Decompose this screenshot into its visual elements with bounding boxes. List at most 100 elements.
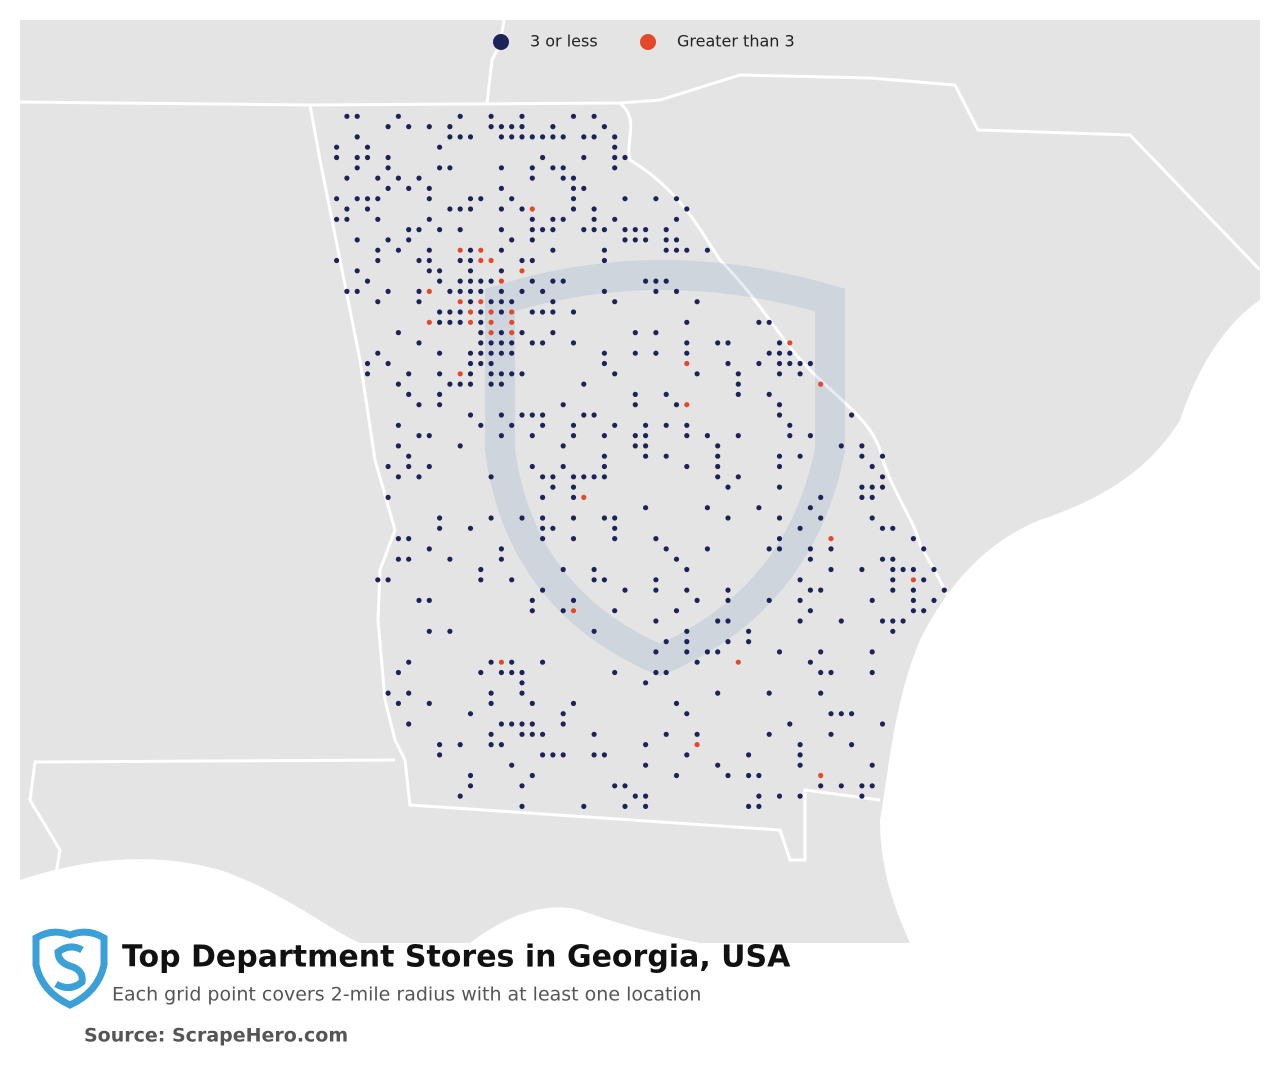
- store-point: [673, 608, 680, 614]
- store-point: [426, 268, 432, 274]
- store-point: [663, 422, 669, 428]
- store-point: [395, 536, 401, 542]
- store-point: [447, 134, 453, 140]
- store-point: [581, 185, 587, 191]
- store-point: [766, 350, 772, 356]
- store-point: [694, 742, 700, 748]
- store-point: [673, 196, 680, 202]
- store-point: [529, 772, 535, 779]
- store-point: [725, 597, 731, 604]
- store-point: [364, 371, 371, 377]
- store-point: [601, 515, 608, 521]
- store-point: [890, 628, 896, 634]
- store-point: [653, 649, 659, 655]
- store-point: [498, 165, 504, 171]
- store-point: [478, 319, 484, 325]
- store-point: [632, 227, 638, 233]
- store-point: [869, 515, 875, 521]
- store-point: [344, 216, 350, 222]
- store-point: [416, 175, 422, 181]
- store-point: [457, 257, 463, 264]
- store-point: [673, 216, 680, 222]
- store-point: [632, 433, 638, 439]
- store-point: [663, 546, 669, 552]
- store-point: [673, 237, 680, 243]
- store-point: [509, 669, 515, 676]
- store-point: [437, 525, 443, 531]
- store-point: [725, 360, 731, 367]
- store-point: [766, 597, 772, 604]
- store-point: [406, 463, 412, 470]
- store-point: [601, 350, 608, 356]
- store-point: [900, 566, 906, 573]
- store-point: [519, 330, 525, 336]
- store-point: [498, 721, 504, 727]
- store-point: [416, 288, 422, 294]
- legend: 3 or less Greater than 3: [493, 32, 795, 51]
- store-point: [663, 247, 669, 253]
- store-point: [879, 556, 886, 562]
- legend-label: 3 or less: [530, 32, 598, 51]
- store-point: [797, 577, 803, 583]
- store-point: [416, 340, 422, 346]
- store-point: [581, 154, 587, 161]
- store-point: [478, 577, 484, 583]
- store-point: [467, 711, 474, 717]
- store-point: [395, 381, 401, 387]
- store-point: [725, 587, 731, 593]
- store-point: [478, 340, 484, 346]
- store-point: [756, 319, 762, 325]
- store-point: [498, 124, 504, 130]
- store-point: [756, 793, 762, 799]
- store-point: [488, 474, 494, 480]
- store-point: [488, 700, 494, 707]
- store-point: [859, 443, 865, 449]
- store-point: [519, 206, 525, 212]
- store-point: [488, 659, 494, 665]
- store-point: [601, 247, 608, 253]
- store-point: [818, 515, 824, 521]
- store-point: [807, 433, 814, 439]
- store-point: [498, 669, 504, 676]
- store-point: [859, 783, 865, 789]
- store-point: [467, 247, 474, 253]
- title: Top Department Stores in Georgia, USA: [122, 940, 791, 975]
- store-point: [797, 371, 803, 377]
- store-point: [364, 278, 371, 284]
- store-point: [684, 340, 690, 346]
- store-point: [437, 278, 443, 284]
- store-point: [735, 381, 741, 387]
- store-point: [725, 340, 731, 346]
- store-point: [426, 196, 432, 202]
- store-point: [498, 381, 504, 387]
- store-point: [488, 113, 494, 119]
- store-point: [467, 319, 474, 325]
- store-point: [776, 340, 783, 346]
- store-point: [663, 731, 669, 737]
- store-point: [653, 278, 659, 284]
- store-point: [354, 268, 360, 274]
- store-point: [437, 309, 443, 315]
- store-point: [776, 360, 783, 367]
- store-point: [344, 113, 350, 119]
- store-point: [591, 731, 597, 737]
- store-point: [467, 525, 474, 531]
- store-point: [807, 505, 814, 511]
- store-point: [498, 546, 504, 552]
- store-point: [385, 185, 391, 191]
- store-point: [447, 556, 453, 562]
- store-point: [498, 659, 504, 665]
- store-point: [457, 381, 463, 387]
- store-point: [632, 793, 638, 799]
- store-point: [375, 257, 381, 264]
- store-point: [900, 618, 906, 624]
- store-point: [498, 299, 504, 305]
- store-point: [591, 752, 597, 758]
- store-point: [344, 288, 350, 294]
- store-point: [766, 546, 772, 552]
- store-point: [663, 278, 669, 284]
- store-point: [715, 618, 721, 624]
- store-point: [746, 752, 752, 758]
- store-point: [818, 494, 824, 500]
